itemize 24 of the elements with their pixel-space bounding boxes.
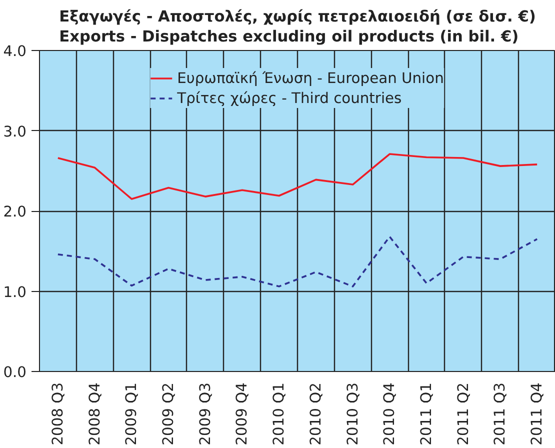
x-tick-label: 2008 Q4 <box>86 382 104 446</box>
x-tick-label: 2009 Q2 <box>160 382 177 446</box>
x-tick-label: 2009 Q3 <box>196 382 214 446</box>
x-tick-label: 2009 Q4 <box>234 382 251 446</box>
y-tick-label: 4.0 <box>3 43 27 60</box>
x-tick-label: 2011 Q3 <box>492 382 509 446</box>
y-tick-label: 1.0 <box>3 284 27 301</box>
y-tick-label: 3.0 <box>3 123 27 140</box>
x-tick-label: 2009 Q1 <box>123 382 140 446</box>
line-series <box>57 236 538 288</box>
x-tick-label: 2008 Q3 <box>49 382 66 446</box>
legend-label: Τρίτες χώρες - Third countries <box>177 90 402 106</box>
x-tick-label: 2010 Q3 <box>344 382 362 446</box>
x-tick-label: 2011 Q1 <box>418 382 435 446</box>
x-tick-label: 2011 Q4 <box>528 382 546 446</box>
y-tick-label: 2.0 <box>3 204 27 220</box>
x-tick-label: 2010 Q4 <box>381 382 398 446</box>
x-tick-label: 2010 Q2 <box>307 382 324 446</box>
chart-title: Εξαγωγές - Αποστολές, χωρίς πετρελαιοειδή (σε δισ. €) Exports - Dispatches excluding oil products (in bil. €) <box>59 8 536 46</box>
line-series <box>57 153 538 200</box>
legend-label: Ευρωπαϊκή Ένωση - European Union <box>177 70 444 86</box>
y-tick-label: 0.0 <box>3 364 27 381</box>
x-tick-label: 2010 Q1 <box>270 382 288 446</box>
x-tick-label: 2011 Q2 <box>454 382 472 446</box>
